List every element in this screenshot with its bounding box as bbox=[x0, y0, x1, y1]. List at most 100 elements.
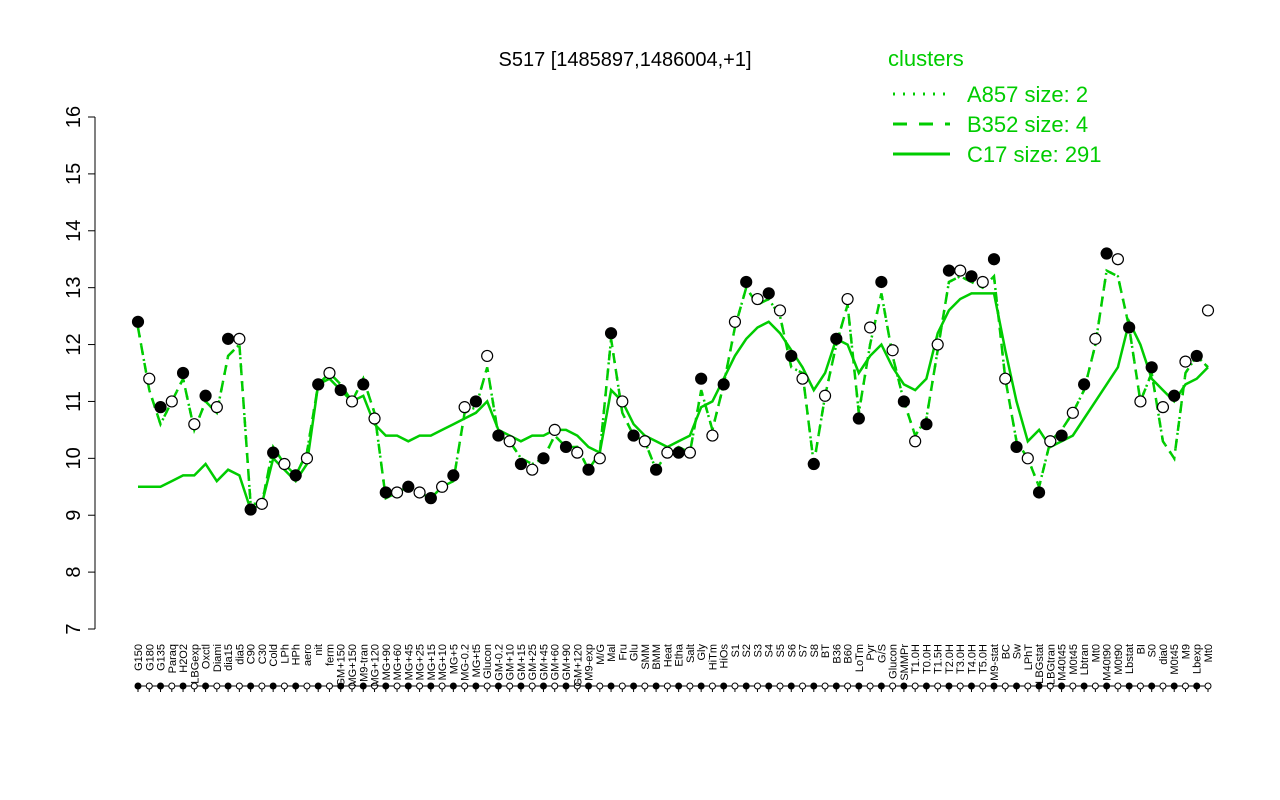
data-point bbox=[379, 486, 392, 499]
data-point bbox=[233, 332, 246, 345]
x-tick-label: S2 bbox=[741, 644, 753, 657]
legend-label-c17: C17 size: 291 bbox=[967, 142, 1102, 167]
x-tick-label: Paraq bbox=[167, 644, 179, 673]
x-tick-label: C30 bbox=[257, 644, 269, 664]
points-layer bbox=[131, 247, 1215, 516]
x-tick-label: LBGexp bbox=[189, 644, 201, 684]
x-tick-label: M40t45 bbox=[1057, 644, 1069, 681]
x-tick-label: GM+25 bbox=[527, 644, 539, 680]
x-axis-marker bbox=[202, 682, 210, 690]
x-axis-marker bbox=[821, 682, 829, 690]
x-axis-marker bbox=[551, 682, 559, 690]
y-tick-label: 12 bbox=[63, 333, 85, 355]
data-point bbox=[424, 492, 437, 505]
x-axis-marker bbox=[799, 682, 807, 690]
x-axis-marker bbox=[945, 682, 953, 690]
x-axis-marker bbox=[1136, 682, 1144, 690]
data-point bbox=[188, 418, 201, 431]
data-point bbox=[864, 321, 877, 334]
x-axis-marker bbox=[1181, 682, 1189, 690]
x-tick-labels: G150 G180 G135 Paraq H2O2 LBGexp Oxctl Diami dia… bbox=[133, 643, 1215, 686]
data-point bbox=[210, 401, 223, 414]
x-axis-marker bbox=[1046, 682, 1054, 690]
data-point bbox=[390, 486, 404, 499]
x-axis-marker bbox=[404, 682, 412, 690]
data-point bbox=[999, 372, 1012, 385]
x-axis-marker bbox=[1125, 682, 1133, 690]
data-point bbox=[942, 264, 956, 277]
data-point bbox=[447, 469, 460, 482]
data-point bbox=[481, 349, 494, 363]
x-tick-label: Heat bbox=[662, 644, 674, 667]
x-axis-marker bbox=[596, 682, 604, 690]
x-axis-marker bbox=[855, 682, 863, 690]
x-tick-label: S8 bbox=[809, 644, 821, 657]
x-tick-label: S5 bbox=[775, 644, 787, 657]
x-axis-marker bbox=[134, 682, 142, 690]
x-axis-marker bbox=[990, 682, 998, 690]
x-tick-label: T2.0H bbox=[944, 644, 956, 674]
data-point bbox=[143, 372, 156, 385]
x-tick-label: HPh bbox=[291, 644, 303, 665]
x-tick-label: T0.0H bbox=[921, 644, 933, 674]
data-point bbox=[514, 457, 528, 471]
data-point bbox=[537, 452, 550, 465]
x-axis-marker bbox=[765, 682, 773, 690]
x-tick-label: dia5 bbox=[234, 644, 246, 665]
x-tick-label: MG+t5 bbox=[471, 644, 483, 677]
y-tick-label: 9 bbox=[63, 510, 85, 521]
x-tick-label: Fru bbox=[617, 644, 629, 661]
data-point bbox=[672, 446, 685, 459]
x-tick-label: GM+15 bbox=[516, 644, 528, 680]
x-tick-label: T1.5H bbox=[933, 644, 945, 674]
data-point bbox=[695, 372, 708, 385]
data-point bbox=[1078, 378, 1091, 391]
x-tick-label: MG+90 bbox=[381, 644, 393, 680]
y-tick-label: 13 bbox=[63, 277, 85, 299]
x-tick-label: M9-stat bbox=[989, 644, 1001, 681]
x-axis-marker bbox=[1091, 682, 1099, 690]
data-point bbox=[616, 395, 629, 408]
data-point bbox=[323, 366, 336, 380]
data-point bbox=[1044, 435, 1057, 448]
x-axis-marker bbox=[1170, 682, 1178, 690]
x-axis-marker bbox=[1001, 682, 1009, 690]
x-axis-marker bbox=[539, 682, 547, 690]
data-point bbox=[312, 378, 325, 391]
x-tick-label: LoTm bbox=[854, 644, 866, 672]
x-axis-marker bbox=[292, 682, 300, 690]
x-axis-marker bbox=[461, 682, 469, 690]
x-tick-label: Etha bbox=[674, 643, 686, 667]
data-point bbox=[661, 446, 674, 459]
x-axis-marker bbox=[1035, 682, 1043, 690]
x-tick-label: M0t45 bbox=[1068, 644, 1080, 675]
data-point bbox=[886, 344, 899, 357]
data-point bbox=[976, 275, 989, 289]
x-axis-marker bbox=[269, 682, 277, 690]
x-tick-label: GM+60 bbox=[550, 644, 562, 680]
x-tick-label: B60 bbox=[843, 644, 855, 664]
x-axis-marker bbox=[618, 682, 626, 690]
y-tick-label: 14 bbox=[63, 220, 85, 242]
x-axis-marker bbox=[934, 682, 942, 690]
x-tick-label: C90 bbox=[246, 644, 258, 664]
x-tick-label: M0t90 bbox=[1113, 644, 1125, 675]
x-axis-marker bbox=[562, 682, 570, 690]
data-point bbox=[300, 452, 314, 465]
data-point bbox=[875, 275, 888, 289]
x-tick-label: SMM bbox=[640, 644, 652, 670]
y-tick-label: 15 bbox=[63, 163, 85, 185]
x-tick-label: G180 bbox=[144, 644, 156, 671]
data-point bbox=[402, 480, 415, 493]
data-point bbox=[458, 401, 471, 414]
x-tick-label: S1 bbox=[730, 644, 742, 657]
data-point bbox=[1179, 355, 1192, 368]
x-axis-marker bbox=[494, 682, 502, 690]
data-point bbox=[740, 275, 753, 289]
x-tick-label: M9-tran bbox=[358, 644, 370, 682]
x-axis-marker bbox=[1024, 682, 1032, 690]
data-point bbox=[1134, 395, 1147, 408]
x-axis-marker bbox=[675, 682, 683, 690]
x-axis-marker bbox=[393, 682, 401, 690]
x-tick-label: MG+150 bbox=[347, 644, 359, 687]
